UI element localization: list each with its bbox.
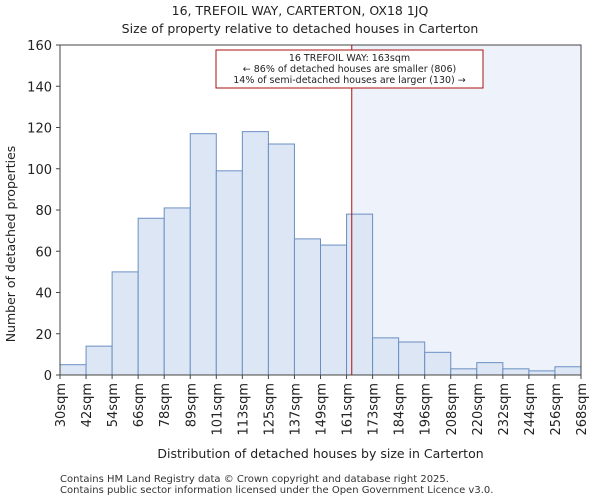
y-tick-label: 40: [35, 287, 52, 302]
histogram-bar: [59, 364, 87, 376]
histogram-bar: [424, 351, 452, 376]
chart-title-subtitle: Size of property relative to detached ho…: [121, 21, 479, 36]
annotation-line: 16 TREFOIL WAY: 163sqm: [289, 53, 410, 64]
histogram-bar: [476, 362, 504, 376]
histogram-bar: [554, 366, 582, 376]
x-tick-label: 184sqm: [393, 383, 408, 436]
histogram-bar: [502, 368, 530, 376]
x-tick-label: 54sqm: [106, 383, 121, 427]
histogram-bar: [215, 170, 243, 376]
y-tick-label: 100: [27, 163, 52, 178]
x-tick-label: 208sqm: [445, 383, 460, 436]
x-tick-label: 137sqm: [288, 383, 303, 436]
histogram-bar: [450, 368, 478, 376]
histogram-bar: [137, 217, 165, 376]
footer-licence: Contains public sector information licen…: [60, 485, 494, 496]
x-tick-label: 113sqm: [236, 383, 251, 436]
x-tick-label: 244sqm: [523, 383, 538, 436]
x-tick-label: 89sqm: [184, 383, 199, 427]
histogram-bar: [111, 271, 139, 376]
x-axis-label: Distribution of detached houses by size …: [157, 446, 483, 461]
histogram-bar: [398, 341, 426, 376]
y-axis-label: Number of detached properties: [3, 146, 18, 343]
histogram-bar: [85, 345, 113, 376]
annotation-line: 14% of semi-detached houses are larger (…: [233, 75, 466, 86]
histogram-bar: [293, 238, 322, 376]
y-tick-label: 120: [27, 122, 52, 137]
histogram-bar: [163, 207, 191, 376]
histogram-bar: [372, 337, 400, 376]
x-tick-label: 232sqm: [497, 383, 512, 436]
x-tick-label: 125sqm: [262, 383, 277, 436]
footer-copyright: Contains HM Land Registry data © Crown c…: [60, 474, 449, 485]
y-tick-label: 20: [35, 328, 52, 343]
histogram-bar: [241, 131, 269, 376]
x-tick-label: 149sqm: [315, 383, 330, 436]
y-tick-label: 80: [35, 204, 52, 219]
highlight-region: [351, 45, 581, 375]
y-tick-label: 160: [27, 39, 52, 54]
annotation-box: [215, 49, 484, 89]
x-tick-label: 268sqm: [575, 383, 590, 436]
chart-title-address: 16, TREFOIL WAY, CARTERTON, OX18 1JQ: [171, 3, 429, 18]
x-tick-label: 42sqm: [80, 383, 95, 427]
y-tick-label: 0: [44, 369, 52, 384]
histogram-bar: [267, 143, 295, 376]
x-tick-label: 101sqm: [210, 383, 225, 436]
x-tick-label: 161sqm: [341, 383, 356, 436]
x-tick-label: 78sqm: [158, 383, 173, 427]
annotation-line: ← 86% of detached houses are smaller (80…: [243, 64, 456, 75]
histogram-bar: [189, 133, 217, 376]
x-tick-label: 173sqm: [367, 383, 382, 436]
x-tick-label: 30sqm: [54, 383, 69, 427]
y-tick-label: 140: [27, 80, 52, 95]
histogram-bar: [320, 244, 348, 376]
x-tick-label: 220sqm: [471, 383, 486, 436]
x-tick-label: 196sqm: [419, 383, 434, 436]
x-tick-label: 256sqm: [549, 383, 564, 436]
x-tick-label: 66sqm: [132, 383, 147, 427]
histogram-bar: [528, 370, 556, 376]
y-tick-label: 60: [35, 245, 52, 260]
histogram-bar: [346, 213, 374, 376]
